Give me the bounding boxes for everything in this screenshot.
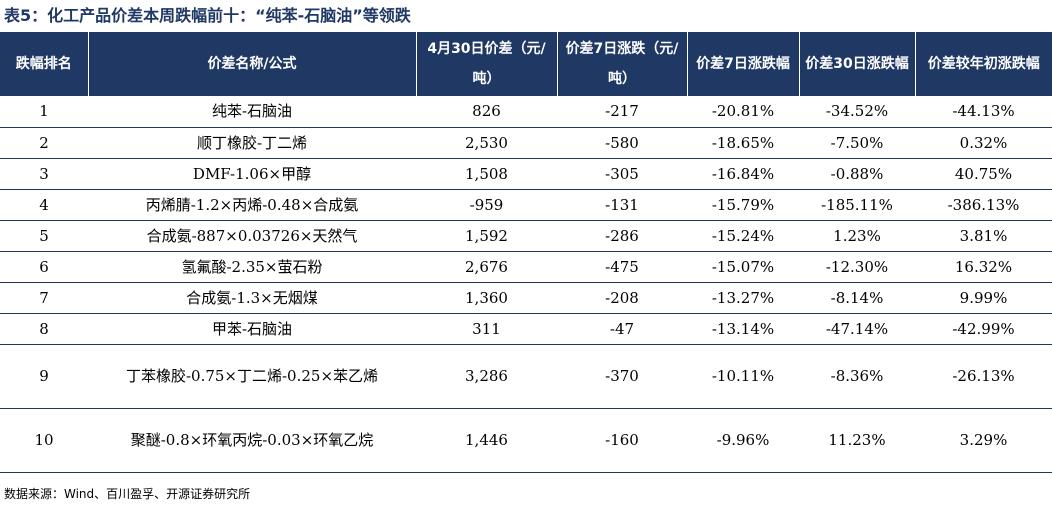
change-ytd-pct-cell: 40.75%	[915, 158, 1052, 190]
table-row: 10 聚醚-0.8×环氧丙烷-0.03×环氧乙烷 1,446 -160 -9.96% 11…	[0, 408, 1052, 473]
spread-name-cell: 甲苯-石脑油	[88, 313, 416, 345]
change-7d-pct-cell: -13.14%	[687, 313, 799, 345]
change-7d-pct-cell: -18.65%	[687, 127, 799, 159]
spread-value-cell: 2,530	[416, 127, 557, 159]
spread-name-cell: 丁苯橡胶-0.75×丁二烯-0.25×苯乙烯	[88, 344, 416, 409]
change-7d-pct-cell: -15.07%	[687, 251, 799, 283]
spread-name-cell: 纯苯-石脑油	[88, 96, 416, 128]
spread-value-cell: 1,592	[416, 220, 557, 252]
rank-cell: 9	[0, 344, 88, 409]
spread-value-cell: 3,286	[416, 344, 557, 409]
spread-value-cell: 826	[416, 96, 557, 128]
change-ytd-pct-cell: 0.32%	[915, 127, 1052, 159]
rank-cell: 2	[0, 127, 88, 159]
table-row: 7 合成氨-1.3×无烟煤 1,360 -208 -13.27% -8.14% 9.99%	[0, 282, 1052, 314]
change-ytd-pct-cell: 3.81%	[915, 220, 1052, 252]
change-30d-pct-cell: -0.88%	[799, 158, 915, 190]
rank-cell: 4	[0, 189, 88, 221]
table-row: 8 甲苯-石脑油 311 -47 -13.14% -47.14% -42.99%	[0, 313, 1052, 345]
change-7d-cell: -286	[557, 220, 687, 252]
change-7d-cell: -47	[557, 313, 687, 345]
change-7d-pct-cell: -15.79%	[687, 189, 799, 221]
header-7d-change: 价差7日涨跌（元/吨）	[556, 32, 687, 96]
change-7d-pct-cell: -20.81%	[687, 96, 799, 128]
change-30d-pct-cell: -34.52%	[799, 96, 915, 128]
change-7d-cell: -475	[557, 251, 687, 283]
change-7d-cell: -131	[557, 189, 687, 221]
header-7d-change-pct: 价差7日涨跌幅	[686, 32, 799, 96]
change-30d-pct-cell: -12.30%	[799, 251, 915, 283]
change-30d-pct-cell: -8.14%	[799, 282, 915, 314]
change-ytd-pct-cell: -42.99%	[915, 313, 1052, 345]
header-30d-change-pct: 价差30日涨跌幅	[798, 32, 915, 96]
change-7d-pct-cell: -16.84%	[687, 158, 799, 190]
change-ytd-pct-cell: -26.13%	[915, 344, 1052, 409]
spread-value-cell: 311	[416, 313, 557, 345]
header-spread-value: 4月30日价差（元/吨）	[415, 32, 557, 96]
change-7d-pct-cell: -13.27%	[687, 282, 799, 314]
change-ytd-pct-cell: -386.13%	[915, 189, 1052, 221]
rank-cell: 10	[0, 408, 88, 473]
rank-cell: 1	[0, 96, 88, 128]
change-7d-cell: -160	[557, 408, 687, 473]
rank-cell: 6	[0, 251, 88, 283]
change-7d-cell: -217	[557, 96, 687, 128]
table-row: 6 氢氟酸-2.35×萤石粉 2,676 -475 -15.07% -12.30% 16.3…	[0, 251, 1052, 283]
change-30d-pct-cell: 1.23%	[799, 220, 915, 252]
spread-value-cell: -959	[416, 189, 557, 221]
rank-cell: 5	[0, 220, 88, 252]
change-7d-cell: -370	[557, 344, 687, 409]
header-spread-name: 价差名称/公式	[87, 32, 416, 96]
rank-cell: 3	[0, 158, 88, 190]
table-row: 1 纯苯-石脑油 826 -217 -20.81% -34.52% -44.13%	[0, 96, 1052, 128]
table-row: 2 顺丁橡胶-丁二烯 2,530 -580 -18.65% -7.50% 0.32%	[0, 127, 1052, 159]
table-row: 4 丙烯腈-1.2×丙烯-0.48×合成氨 -959 -131 -15.79% -185.…	[0, 189, 1052, 221]
spread-name-cell: 合成氨-887×0.03726×天然气	[88, 220, 416, 252]
change-7d-cell: -208	[557, 282, 687, 314]
table-row: 3 DMF-1.06×甲醇 1,508 -305 -16.84% -0.88% 40.75%	[0, 158, 1052, 190]
table-row: 5 合成氨-887×0.03726×天然气 1,592 -286 -15.24% 1.23…	[0, 220, 1052, 252]
table-header-row: 跌幅排名 价差名称/公式 4月30日价差（元/吨） 价差7日涨跌（元/吨） 价差…	[0, 32, 1052, 96]
change-30d-pct-cell: 11.23%	[799, 408, 915, 473]
spread-name-cell: 氢氟酸-2.35×萤石粉	[88, 251, 416, 283]
change-7d-pct-cell: -10.11%	[687, 344, 799, 409]
change-7d-cell: -580	[557, 127, 687, 159]
change-30d-pct-cell: -47.14%	[799, 313, 915, 345]
table-row: 9 丁苯橡胶-0.75×丁二烯-0.25×苯乙烯 3,286 -370 -10.11% -…	[0, 344, 1052, 409]
change-30d-pct-cell: -8.36%	[799, 344, 915, 409]
change-7d-pct-cell: -9.96%	[687, 408, 799, 473]
spread-name-cell: 顺丁橡胶-丁二烯	[88, 127, 416, 159]
spread-value-cell: 2,676	[416, 251, 557, 283]
header-ytd-change-pct: 价差较年初涨跌幅	[914, 32, 1052, 96]
change-7d-pct-cell: -15.24%	[687, 220, 799, 252]
change-ytd-pct-cell: 16.32%	[915, 251, 1052, 283]
rank-cell: 7	[0, 282, 88, 314]
change-30d-pct-cell: -185.11%	[799, 189, 915, 221]
price-spread-table: 跌幅排名 价差名称/公式 4月30日价差（元/吨） 价差7日涨跌（元/吨） 价差…	[0, 32, 1052, 473]
change-ytd-pct-cell: -44.13%	[915, 96, 1052, 128]
header-rank: 跌幅排名	[0, 32, 88, 96]
source-note: 数据来源：Wind、百川盈孚、开源证券研究所	[4, 487, 251, 501]
spread-name-cell: 合成氨-1.3×无烟煤	[88, 282, 416, 314]
spread-name-cell: DMF-1.06×甲醇	[88, 158, 416, 190]
change-ytd-pct-cell: 9.99%	[915, 282, 1052, 314]
spread-name-cell: 丙烯腈-1.2×丙烯-0.48×合成氨	[88, 189, 416, 221]
change-ytd-pct-cell: 3.29%	[915, 408, 1052, 473]
change-7d-cell: -305	[557, 158, 687, 190]
change-30d-pct-cell: -7.50%	[799, 127, 915, 159]
spread-value-cell: 1,360	[416, 282, 557, 314]
spread-value-cell: 1,508	[416, 158, 557, 190]
rank-cell: 8	[0, 313, 88, 345]
spread-value-cell: 1,446	[416, 408, 557, 473]
table-caption: 表5：化工产品价差本周跌幅前十：“纯苯-石脑油”等领跌	[4, 6, 411, 25]
spread-name-cell: 聚醚-0.8×环氧丙烷-0.03×环氧乙烷	[88, 408, 416, 473]
